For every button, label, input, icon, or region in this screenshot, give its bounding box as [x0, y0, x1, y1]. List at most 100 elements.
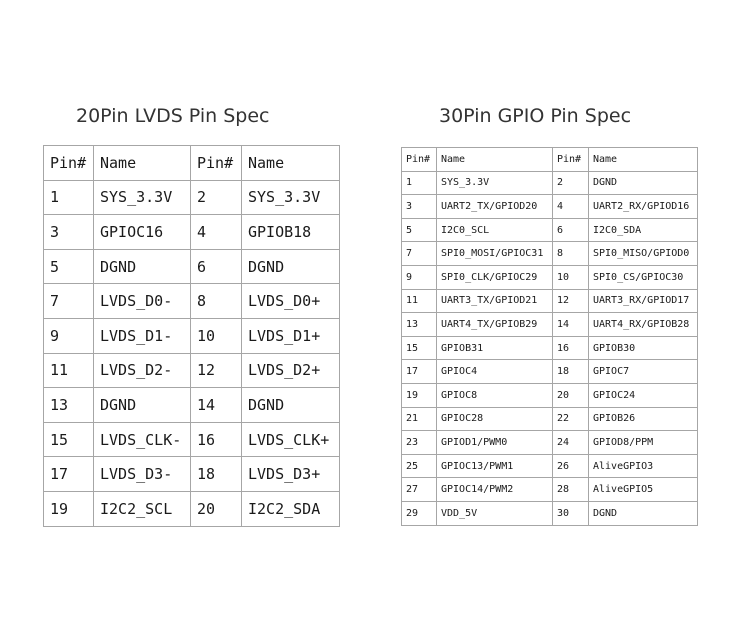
pin-number-cell: 25 — [401, 453, 437, 479]
pin-number-cell: 17 — [401, 359, 437, 384]
pin-number-cell: 29 — [401, 500, 437, 526]
pin-name-cell: I2C2_SDA — [241, 490, 340, 527]
header-pin: Pin# — [401, 147, 437, 172]
header-name: Name — [436, 147, 553, 172]
pin-name-cell: LVDS_D0- — [93, 283, 191, 319]
pin-name-cell: VDD_5V — [436, 500, 553, 526]
pin-name-cell: SYS_3.3V — [436, 170, 553, 196]
pin-name-cell: LVDS_D1- — [93, 317, 191, 354]
pin-number-cell: 1 — [43, 179, 94, 216]
pin-number-cell: 16 — [552, 335, 589, 361]
table-row: 3 UART2_TX/GPIOD20 4 UART2_RX/GPIOD16 — [401, 194, 698, 219]
pin-name-cell: LVDS_D2+ — [241, 352, 340, 389]
pin-name-cell: GPIOC16 — [93, 214, 191, 250]
pin-number-cell: 12 — [190, 352, 242, 389]
pin-number-cell: 9 — [401, 264, 437, 290]
pin-number-cell: 14 — [552, 312, 589, 337]
pin-number-cell: 8 — [190, 283, 242, 319]
table-row: 9 SPI0_CLK/GPIOC29 10 SPI0_CS/GPIOC30 — [401, 264, 698, 290]
table-row: 11 UART3_TX/GPIOD21 12 UART3_RX/GPIOD17 — [401, 288, 698, 314]
pin-name-cell: DGND — [241, 387, 340, 423]
pin-number-cell: 13 — [43, 387, 94, 423]
pin-name-cell: UART3_RX/GPIOD17 — [588, 288, 698, 314]
table-row: 5 DGND 6 DGND — [43, 248, 340, 285]
pin-name-cell: LVDS_D0+ — [241, 283, 340, 319]
table-row: 17 LVDS_D3- 18 LVDS_D3+ — [43, 456, 340, 492]
table-row: 13 UART4_TX/GPIOB29 14 UART4_RX/GPIOB28 — [401, 312, 698, 337]
table-row: 25 GPIOC13/PWM1 26 AliveGPIO3 — [401, 453, 698, 479]
pin-name-cell: GPIOC4 — [436, 359, 553, 384]
pin-number-cell: 17 — [43, 456, 94, 492]
pin-name-cell: GPIOD8/PPM — [588, 430, 698, 455]
table-row: 23 GPIOD1/PWM0 24 GPIOD8/PPM — [401, 430, 698, 455]
table-row: 15 LVDS_CLK- 16 LVDS_CLK+ — [43, 421, 340, 458]
table-row: 13 DGND 14 DGND — [43, 387, 340, 423]
pin-name-cell: LVDS_D3- — [93, 456, 191, 492]
header-name: Name — [93, 145, 191, 181]
pin-name-cell: LVDS_D3+ — [241, 456, 340, 492]
pin-number-cell: 23 — [401, 430, 437, 455]
pin-name-cell: I2C0_SDA — [588, 217, 698, 243]
pin-name-cell: SPI0_MOSI/GPIOC31 — [436, 241, 553, 266]
pin-name-cell: AliveGPIO5 — [588, 477, 698, 502]
pin-name-cell: GPIOB26 — [588, 406, 698, 432]
table-row: 17 GPIOC4 18 GPIOC7 — [401, 359, 698, 384]
table-row: 1 SYS_3.3V 2 SYS_3.3V — [43, 179, 340, 216]
pin-number-cell: 21 — [401, 406, 437, 432]
table-row: 29 VDD_5V 30 DGND — [401, 500, 698, 526]
pin-name-cell: DGND — [241, 248, 340, 285]
pin-number-cell: 3 — [401, 194, 437, 219]
pin-number-cell: 8 — [552, 241, 589, 266]
pin-name-cell: UART2_RX/GPIOD16 — [588, 194, 698, 219]
header-name: Name — [241, 145, 340, 181]
pin-name-cell: GPIOC14/PWM2 — [436, 477, 553, 502]
pin-name-cell: DGND — [93, 248, 191, 285]
pin-number-cell: 24 — [552, 430, 589, 455]
pin-number-cell: 15 — [43, 421, 94, 458]
pin-name-cell: LVDS_CLK- — [93, 421, 191, 458]
pin-number-cell: 19 — [43, 490, 94, 527]
table-header-row: Pin# Name Pin# Name — [43, 145, 340, 181]
pin-name-cell: LVDS_D1+ — [241, 317, 340, 354]
pin-name-cell: UART3_TX/GPIOD21 — [436, 288, 553, 314]
pin-number-cell: 13 — [401, 312, 437, 337]
header-pin: Pin# — [552, 147, 589, 172]
pin-name-cell: SPI0_CLK/GPIOC29 — [436, 264, 553, 290]
pin-name-cell: UART2_TX/GPIOD20 — [436, 194, 553, 219]
pin-name-cell: GPIOD1/PWM0 — [436, 430, 553, 455]
pin-number-cell: 3 — [43, 214, 94, 250]
header-pin: Pin# — [190, 145, 242, 181]
pin-number-cell: 18 — [190, 456, 242, 492]
pin-number-cell: 16 — [190, 421, 242, 458]
pin-name-cell: SPI0_CS/GPIOC30 — [588, 264, 698, 290]
pin-number-cell: 11 — [401, 288, 437, 314]
pin-name-cell: DGND — [588, 500, 698, 526]
gpio-table-title: 30Pin GPIO Pin Spec — [439, 105, 632, 127]
table-row: 19 I2C2_SCL 20 I2C2_SDA — [43, 490, 340, 527]
pin-name-cell: I2C0_SCL — [436, 217, 553, 243]
pin-number-cell: 22 — [552, 406, 589, 432]
pin-number-cell: 1 — [401, 170, 437, 196]
pin-name-cell: SPI0_MISO/GPIOD0 — [588, 241, 698, 266]
gpio-pin-table: Pin# Name Pin# Name 1 SYS_3.3V 2 DGND 3 UART2_TX/… — [401, 147, 698, 526]
table-row: 21 GPIOC28 22 GPIOB26 — [401, 406, 698, 432]
pin-name-cell: GPIOB30 — [588, 335, 698, 361]
pin-name-cell: GPIOC8 — [436, 382, 553, 408]
pin-number-cell: 28 — [552, 477, 589, 502]
table-row: 1 SYS_3.3V 2 DGND — [401, 170, 698, 196]
pin-number-cell: 19 — [401, 382, 437, 408]
lvds-pin-table: Pin# Name Pin# Name 1 SYS_3.3V 2 SYS_3.3V 3 GPIOC… — [43, 145, 340, 527]
pin-number-cell: 11 — [43, 352, 94, 389]
pin-name-cell: I2C2_SCL — [93, 490, 191, 527]
pin-name-cell: SYS_3.3V — [93, 179, 191, 216]
pin-name-cell: LVDS_CLK+ — [241, 421, 340, 458]
pin-name-cell: GPIOC28 — [436, 406, 553, 432]
pin-name-cell: GPIOB18 — [241, 214, 340, 250]
table-row: 5 I2C0_SCL 6 I2C0_SDA — [401, 217, 698, 243]
table-row: 27 GPIOC14/PWM2 28 AliveGPIO5 — [401, 477, 698, 502]
pin-number-cell: 9 — [43, 317, 94, 354]
pin-number-cell: 10 — [552, 264, 589, 290]
header-name: Name — [588, 147, 698, 172]
pin-number-cell: 27 — [401, 477, 437, 502]
pin-name-cell: UART4_RX/GPIOB28 — [588, 312, 698, 337]
